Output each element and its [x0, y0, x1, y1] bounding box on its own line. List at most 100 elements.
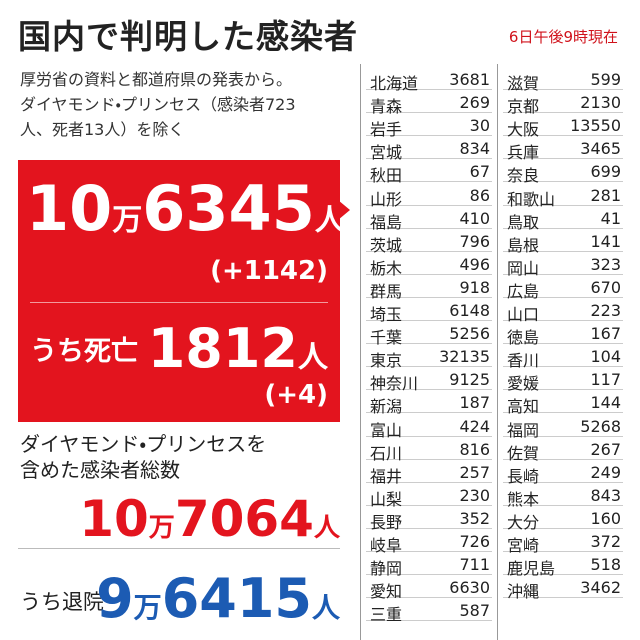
prefecture-name: 兵庫 — [507, 143, 540, 163]
prefecture-count: 843 — [590, 485, 621, 505]
prefecture-name: 秋田 — [370, 166, 403, 186]
prefecture-row: 鹿児島 518 — [503, 551, 623, 578]
prefecture-count: 323 — [590, 254, 621, 274]
prefecture-row: 秋田 67 — [366, 158, 492, 185]
note: 人、死者13人）を除く — [20, 120, 185, 139]
note: ダイヤモンド・プリンセス（感染者723 — [20, 95, 296, 114]
prefecture-row: 愛媛 117 — [503, 366, 623, 393]
recovered-man: 9 — [96, 567, 134, 630]
prefecture-name: 長崎 — [507, 466, 540, 486]
prefecture-name: 東京 — [370, 351, 403, 371]
total-label: ダイヤモンド・プリンセスを — [20, 432, 267, 456]
prefecture-name: 宮崎 — [507, 536, 540, 555]
prefecture-name: 沖縄 — [507, 582, 540, 602]
prefecture-name: 大阪 — [507, 120, 540, 140]
prefecture-row: 大分 160 — [503, 505, 623, 532]
prefecture-name: 大分 — [507, 512, 540, 532]
cases: 10万6345人 — [26, 178, 345, 240]
prefecture-count: 141 — [590, 231, 621, 251]
prefecture-row: 宮崎 372 — [503, 528, 623, 555]
prefecture-name: 岡山 — [507, 258, 540, 278]
prefecture-count: 267 — [590, 439, 621, 459]
prefecture-name: 千葉 — [370, 328, 403, 348]
recovered-label: うち退院 — [20, 590, 104, 614]
prefecture-count: 30 — [469, 116, 490, 136]
separator — [360, 64, 361, 640]
prefecture-name: 北海道 — [370, 74, 419, 93]
prefecture-count: 3462 — [580, 578, 621, 598]
total-rest: 7064 — [174, 490, 314, 548]
prefecture-row: 高知 144 — [503, 389, 623, 416]
separator — [497, 64, 498, 640]
prefecture-name: 福井 — [370, 466, 403, 486]
prefecture-name: 高知 — [507, 397, 540, 417]
prefecture-row: 沖縄 3462 — [503, 574, 623, 601]
prefecture-name: 鹿児島 — [507, 559, 556, 579]
prefecture-count: 711 — [459, 555, 490, 575]
prefecture-name: 茨城 — [370, 235, 403, 255]
prefecture-row: 富山 424 — [366, 413, 492, 440]
prefecture-row: 鳥取 41 — [503, 205, 623, 232]
prefecture-name: 愛媛 — [507, 374, 540, 394]
prefecture-count: 41 — [600, 208, 621, 228]
prefecture-row: 千葉 5256 — [366, 320, 492, 347]
prefecture-name: 徳島 — [507, 328, 540, 348]
prefecture-row: 石川 816 — [366, 436, 492, 463]
total-label: 含めた感染者総数 — [20, 458, 180, 482]
total-man: 10 — [79, 490, 149, 548]
prefecture-count: 3681 — [449, 70, 490, 89]
prefecture-count: 86 — [469, 185, 490, 205]
total: 10万7064人 — [79, 494, 340, 544]
prefecture-count: 230 — [459, 485, 490, 505]
note: 厚労省の資料と都道府県の発表から。 — [20, 70, 293, 89]
prefecture-count: 67 — [469, 162, 490, 182]
unit: 万 — [112, 203, 143, 238]
cases-man: 10 — [26, 172, 113, 245]
prefecture-count: 269 — [459, 93, 490, 113]
prefecture-count: 410 — [459, 208, 490, 228]
recovered-rest: 6415 — [161, 567, 312, 630]
prefecture-row: 徳島 167 — [503, 320, 623, 347]
prefecture-row: 福島 410 — [366, 205, 492, 232]
prefecture-row: 和歌山 281 — [503, 182, 623, 209]
prefecture-name: 埼玉 — [370, 305, 403, 324]
prefecture-name: 宮城 — [370, 143, 403, 163]
prefecture-row: 香川 104 — [503, 343, 623, 370]
prefecture-name: 山口 — [507, 305, 540, 324]
prefecture-name: 青森 — [370, 97, 403, 117]
deaths: 1812人 — [148, 322, 328, 376]
prefecture-count: 816 — [459, 439, 490, 459]
prefecture-row: 岐阜 726 — [366, 528, 492, 555]
prefecture-count: 6630 — [449, 578, 490, 598]
unit: 人 — [314, 203, 345, 238]
prefecture-row: 山梨 230 — [366, 482, 492, 509]
prefecture-row: 広島 670 — [503, 274, 623, 301]
cases-rest: 6345 — [142, 172, 315, 245]
prefecture-name: 香川 — [507, 351, 540, 371]
deaths-change: (+4) — [264, 380, 328, 410]
prefecture-row: 北海道 3681 — [366, 66, 492, 93]
prefecture-name: 鳥取 — [507, 212, 540, 232]
prefecture-count: 834 — [459, 139, 490, 159]
prefecture-row: 岡山 323 — [503, 251, 623, 278]
prefecture-count: 144 — [590, 393, 621, 413]
prefecture-count: 918 — [459, 277, 490, 297]
prefecture-count: 6148 — [449, 301, 490, 320]
unit: 人 — [298, 340, 328, 375]
prefecture-row: 長野 352 — [366, 505, 492, 532]
prefecture-row: 山形 86 — [366, 182, 492, 209]
prefecture-name: 神奈川 — [370, 374, 419, 394]
prefecture-count: 372 — [590, 532, 621, 551]
prefecture-name: 佐賀 — [507, 443, 540, 463]
prefecture-count: 249 — [590, 462, 621, 482]
prefecture-count: 281 — [590, 185, 621, 205]
prefecture-row: 福井 257 — [366, 459, 492, 486]
prefecture-count: 117 — [590, 370, 621, 390]
unit: 人 — [313, 513, 340, 543]
pointer — [338, 200, 350, 220]
title: 国内で判明した感染者 — [18, 17, 358, 56]
prefecture-row: 三重 587 — [366, 597, 492, 624]
prefecture-count: 5268 — [580, 416, 621, 436]
divider — [30, 302, 328, 303]
